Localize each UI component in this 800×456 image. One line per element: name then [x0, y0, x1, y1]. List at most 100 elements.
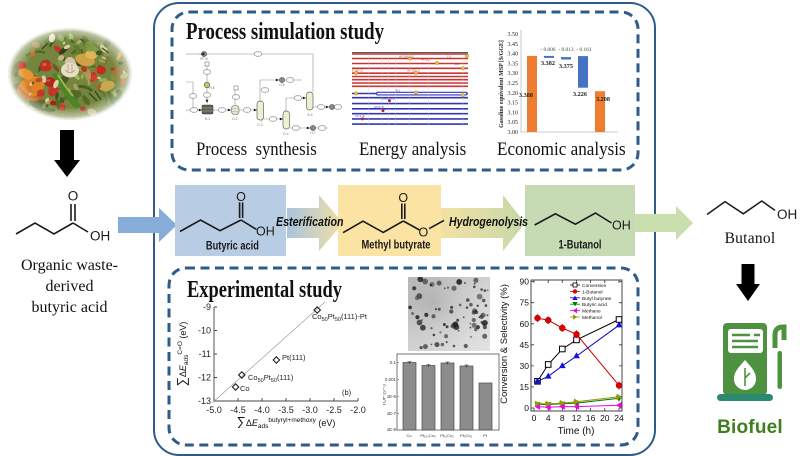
svg-text:1E-5: 1E-5	[387, 394, 397, 399]
svg-text:H-6: H-6	[279, 83, 284, 87]
svg-text:-11: -11	[199, 349, 211, 359]
svg-text:3.05: 3.05	[508, 120, 519, 126]
svg-text:HX-101: HX-101	[421, 58, 430, 62]
svg-text:3.10: 3.10	[508, 110, 519, 116]
svg-text:75: 75	[520, 298, 530, 308]
svg-text:-3.5: -3.5	[278, 405, 294, 415]
svg-text:0.1: 0.1	[390, 360, 397, 365]
svg-text:∑ΔEadsbutyryl+methoxy (eV): ∑ΔEadsbutyryl+methoxy (eV)	[237, 414, 336, 428]
svg-text:0: 0	[524, 403, 529, 413]
svg-text:Co50Pt50(111)-Pt: Co50Pt50(111)-Pt	[312, 312, 368, 323]
svg-text:Methane: Methane	[582, 309, 601, 315]
svg-text:B-5: B-5	[308, 113, 313, 117]
svg-text:Pt: Pt	[483, 433, 488, 438]
svg-text:16: 16	[586, 413, 596, 423]
svg-text:4: 4	[546, 413, 551, 423]
svg-text:-12: -12	[198, 373, 211, 383]
svg-text:Methanol: Methanol	[582, 315, 602, 321]
svg-text:45: 45	[520, 340, 530, 350]
svg-text:-4.5: -4.5	[230, 405, 246, 415]
svg-text:0.001: 0.001	[385, 377, 397, 382]
svg-text:CC-2 (1): CC-2 (1)	[355, 114, 365, 118]
svg-text:Pt₃Co₁: Pt₃Co₁	[460, 433, 473, 438]
svg-text:30: 30	[520, 361, 530, 371]
svg-text:3.25: 3.25	[508, 81, 519, 87]
svg-text:1-Butanol: 1-Butanol	[559, 238, 602, 252]
svg-text:OH: OH	[612, 218, 631, 232]
svg-text:H-7: H-7	[310, 131, 315, 135]
svg-text:-5.0: -5.0	[206, 405, 222, 415]
svg-text:R-1: R-1	[205, 117, 210, 121]
svg-text:HX-5 (1): HX-5 (1)	[374, 105, 384, 109]
svg-text:Butyric acid: Butyric acid	[206, 239, 259, 253]
svg-text:3.208: 3.208	[596, 96, 610, 103]
svg-text:OH: OH	[256, 225, 275, 239]
svg-text:3.226: 3.226	[573, 91, 587, 98]
svg-text:3.20: 3.20	[508, 91, 519, 97]
svg-text:PP-B: PP-B	[200, 57, 207, 61]
svg-text:Butyric acid: Butyric acid	[582, 302, 607, 308]
svg-text:- 0.013: - 0.013	[558, 47, 574, 53]
svg-text:3.382: 3.382	[541, 60, 555, 67]
svg-text:12: 12	[572, 413, 582, 423]
svg-text:H-5: H-5	[209, 86, 214, 90]
svg-text:∑ΔEadsC=O (eV): ∑ΔEadsC=O (eV)	[174, 322, 190, 387]
svg-text:Methyl butyrate: Methyl butyrate	[362, 238, 431, 252]
svg-text:Conversion: Conversion	[582, 283, 607, 289]
svg-text:HX-102 (1): HX-102 (1)	[407, 69, 420, 73]
svg-text:D-1: D-1	[232, 117, 237, 121]
svg-text:3.375: 3.375	[559, 63, 573, 70]
svg-text:E-1: E-1	[396, 89, 401, 93]
svg-text:3.35: 3.35	[508, 61, 519, 67]
svg-text:3.30: 3.30	[508, 71, 519, 77]
svg-text:0: 0	[532, 413, 537, 423]
svg-text:O: O	[398, 191, 408, 205]
svg-text:O: O	[68, 189, 79, 204]
svg-text:-3.0: -3.0	[302, 405, 318, 415]
svg-text:Hydrogenolysis: Hydrogenolysis	[449, 214, 528, 229]
svg-text:60: 60	[520, 319, 530, 329]
svg-text:Pt₁₀₀Co₃: Pt₁₀₀Co₃	[420, 433, 436, 438]
svg-text:-4.0: -4.0	[254, 405, 270, 415]
svg-text:Pt₁₀Co₃: Pt₁₀Co₃	[440, 433, 454, 438]
svg-text:Butyl butyrate: Butyl butyrate	[582, 296, 612, 302]
svg-text:O: O	[236, 190, 246, 204]
svg-text:(b): (b)	[342, 388, 352, 397]
svg-text:Pt(111): Pt(111)	[282, 353, 306, 362]
svg-text:COOL-1 (1): COOL-1 (1)	[381, 97, 395, 101]
svg-text:-9: -9	[203, 302, 211, 312]
svg-text:HX-100 (1,2): HX-100 (1,2)	[399, 55, 414, 59]
svg-text:1-Butanol: 1-Butanol	[582, 289, 603, 295]
svg-text:-2.5: -2.5	[326, 405, 342, 415]
svg-text:15: 15	[520, 382, 530, 392]
svg-text:8: 8	[560, 413, 565, 423]
svg-text:D-3: D-3	[257, 123, 262, 127]
svg-text:24: 24	[614, 413, 624, 423]
svg-text:Esterification: Esterification	[276, 214, 344, 229]
svg-text:B-2: B-2	[455, 62, 460, 66]
svg-text:OH: OH	[777, 207, 797, 222]
svg-text:Co: Co	[406, 433, 412, 438]
svg-text:-2.0: -2.0	[350, 405, 366, 415]
svg-text:E-100 (1): E-100 (1)	[352, 69, 363, 73]
svg-text:90: 90	[520, 277, 530, 287]
svg-text:C-1: C-1	[447, 55, 452, 59]
svg-text:D-4: D-4	[283, 132, 288, 136]
svg-text:20: 20	[600, 413, 610, 423]
svg-text:-13: -13	[198, 396, 211, 406]
svg-text:1E-9: 1E-9	[387, 427, 397, 432]
svg-text:Co: Co	[240, 384, 250, 393]
svg-text:Gasoline equivalent MSP [$/GGE: Gasoline equivalent MSP [$/GGE]	[498, 40, 505, 128]
svg-text:3.50: 3.50	[508, 32, 519, 38]
svg-text:-10: -10	[198, 326, 211, 336]
svg-text:Time (h): Time (h)	[558, 426, 595, 437]
svg-text:OH: OH	[90, 229, 110, 244]
svg-text:O: O	[419, 226, 429, 240]
svg-text:3.388: 3.388	[519, 92, 533, 99]
svg-text:3.15: 3.15	[508, 101, 519, 107]
svg-text:TOF (s−¹): TOF (s−¹)	[383, 384, 388, 406]
svg-text:- 0.161: - 0.161	[576, 47, 592, 53]
svg-text:- 0.006: - 0.006	[540, 47, 556, 53]
svg-text:Conversion & Selectivity (%): Conversion & Selectivity (%)	[499, 284, 510, 404]
svg-text:3.00: 3.00	[508, 130, 519, 136]
